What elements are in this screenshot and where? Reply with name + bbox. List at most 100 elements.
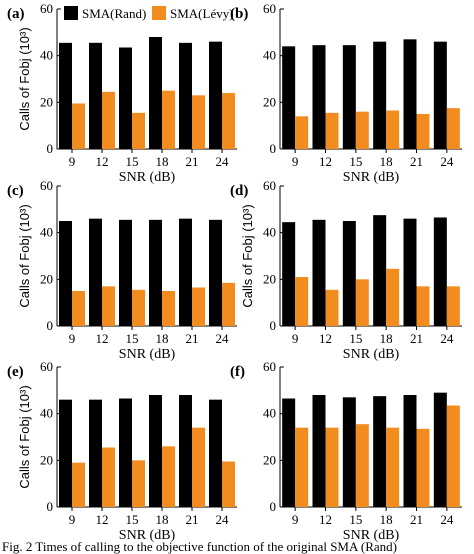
- x-tick-label: 21: [186, 512, 199, 527]
- bar-sma-levy: [386, 427, 400, 507]
- bar-sma-levy: [446, 286, 460, 326]
- bar-sma-rand: [59, 221, 72, 326]
- y-tick-label: 0: [47, 499, 54, 514]
- bar-sma-levy: [325, 289, 339, 326]
- bar-sma-levy: [162, 291, 175, 326]
- bar-sma-levy: [295, 427, 309, 507]
- x-axis-label: SNR (dB): [343, 347, 400, 362]
- bar-sma-levy: [295, 116, 309, 149]
- x-tick-label: 15: [126, 331, 139, 346]
- bar-sma-rand: [119, 398, 132, 507]
- bar-sma-levy: [102, 286, 115, 326]
- bar-sma-rand: [282, 398, 296, 507]
- y-tick-label: 40: [263, 225, 276, 240]
- bar-sma-rand: [209, 219, 222, 326]
- x-tick-label: 18: [156, 154, 169, 169]
- x-tick-label: 18: [156, 331, 169, 346]
- panel-letter: (d): [230, 183, 248, 199]
- y-tick-label: 20: [263, 452, 276, 467]
- bar-sma-rand: [342, 221, 356, 326]
- bar-sma-rand: [149, 37, 162, 149]
- bar-sma-rand: [209, 41, 222, 149]
- bar-sma-levy: [192, 95, 205, 149]
- x-tick-label: 9: [69, 154, 76, 169]
- y-axis-label: Calls of Fobj (10³): [17, 27, 32, 130]
- x-tick-label: 21: [186, 154, 199, 169]
- bar-sma-levy: [386, 110, 400, 149]
- chart-panel: 0 20 40 60 9 12 15 18 21 24 SNR (dB) Calls of Fobj …: [7, 359, 237, 543]
- bar-sma-rand: [433, 41, 447, 149]
- y-axis-label: Calls of Fobj (10³): [17, 204, 32, 307]
- x-tick-label: 24: [440, 512, 454, 527]
- x-tick-label: 18: [380, 331, 393, 346]
- bar-sma-rand: [89, 218, 102, 326]
- bar-sma-levy: [446, 405, 460, 507]
- bar-sma-rand: [149, 219, 162, 326]
- x-tick-label: 15: [349, 331, 362, 346]
- bar-sma-levy: [416, 286, 430, 326]
- bar-sma-levy: [222, 93, 235, 149]
- x-axis-label: SNR (dB): [119, 347, 176, 362]
- bar-sma-rand: [282, 46, 296, 150]
- x-tick-label: 18: [380, 154, 393, 169]
- y-tick-label: 0: [270, 141, 277, 156]
- y-tick-label: 60: [263, 178, 276, 193]
- bar-sma-levy: [222, 282, 235, 326]
- bar-sma-rand: [403, 395, 417, 507]
- bar-sma-rand: [89, 42, 102, 150]
- bar-sma-levy: [325, 427, 339, 507]
- x-tick-label: 18: [380, 512, 393, 527]
- x-tick-label: 9: [69, 512, 76, 527]
- y-tick-label: 40: [40, 406, 53, 421]
- y-tick-label: 0: [270, 499, 277, 514]
- x-axis-label: SNR (dB): [119, 170, 176, 185]
- bar-sma-rand: [342, 397, 356, 507]
- x-tick-label: 12: [319, 512, 332, 527]
- bar-sma-levy: [72, 103, 85, 149]
- x-tick-label: 12: [96, 331, 109, 346]
- x-axis-label: SNR (dB): [343, 528, 400, 543]
- y-axis-label: Calls of Fobj (10³): [240, 204, 255, 307]
- legend-levy-label: SMA(Lévy): [170, 6, 234, 21]
- bar-sma-rand: [282, 222, 296, 326]
- x-tick-label: 15: [126, 512, 139, 527]
- bar-sma-levy: [72, 462, 85, 507]
- bar-sma-rand: [373, 396, 387, 507]
- bar-sma-levy: [386, 268, 400, 326]
- x-tick-label: 24: [440, 154, 454, 169]
- x-tick-label: 15: [349, 512, 362, 527]
- bar-sma-rand: [403, 218, 417, 326]
- y-tick-label: 60: [263, 359, 276, 374]
- y-tick-label: 20: [40, 94, 53, 109]
- bar-sma-levy: [72, 291, 85, 326]
- y-tick-label: 60: [263, 1, 276, 16]
- y-tick-label: 40: [40, 48, 53, 63]
- x-tick-label: 24: [440, 331, 454, 346]
- x-tick-label: 9: [292, 512, 299, 527]
- x-axis-label: SNR (dB): [343, 170, 400, 185]
- x-tick-label: 12: [319, 154, 332, 169]
- chart-panel: 0 20 40 60 9 12 15 18 21 24 SNR (dB) (f): [230, 359, 462, 543]
- y-tick-label: 0: [270, 318, 277, 333]
- x-tick-label: 24: [216, 512, 230, 527]
- y-tick-label: 0: [47, 141, 54, 156]
- legend-rand-swatch: [64, 6, 78, 20]
- figure-caption: Fig. 2 Times of calling to the objective…: [2, 539, 397, 554]
- x-tick-label: 21: [410, 331, 423, 346]
- y-tick-label: 60: [40, 359, 53, 374]
- bar-sma-levy: [325, 112, 339, 149]
- x-tick-label: 24: [216, 154, 230, 169]
- bar-sma-rand: [179, 395, 192, 507]
- bar-sma-levy: [222, 461, 235, 507]
- y-tick-label: 20: [263, 271, 276, 286]
- y-tick-label: 40: [263, 48, 276, 63]
- bar-sma-levy: [132, 460, 145, 507]
- x-tick-label: 15: [126, 154, 139, 169]
- bar-sma-levy: [102, 447, 115, 507]
- bar-sma-levy: [355, 424, 369, 507]
- bar-sma-levy: [295, 277, 309, 326]
- y-tick-label: 0: [47, 318, 54, 333]
- bar-sma-levy: [446, 108, 460, 149]
- y-tick-label: 20: [263, 94, 276, 109]
